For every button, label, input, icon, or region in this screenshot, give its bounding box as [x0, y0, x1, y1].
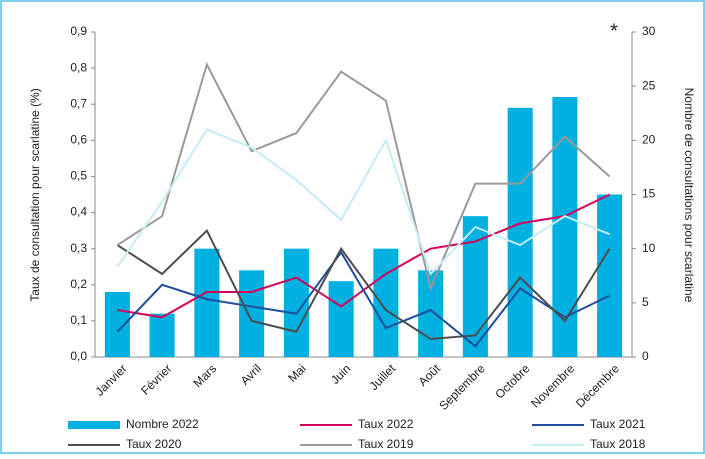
x-tick-label: Avril [238, 361, 264, 387]
y2-tick-label: 25 [642, 78, 656, 92]
y-tick-label: 0,8 [70, 60, 87, 74]
x-tick-label: Septembre [436, 361, 488, 413]
legend-label: Taux 2021 [590, 417, 646, 431]
line [116, 61, 611, 292]
bar [104, 292, 130, 357]
line [116, 228, 611, 340]
legend-label: Taux 2018 [590, 437, 646, 451]
y-tick-label: 0,4 [70, 205, 87, 219]
y-tick-label: 0,9 [70, 24, 87, 38]
y-tick-label: 0,3 [70, 241, 87, 255]
y-tick-label: 0,5 [70, 169, 87, 183]
legend-label: Taux 2020 [126, 437, 182, 451]
x-tick-label: Juin [328, 361, 353, 386]
y-tick-label: 0,0 [70, 349, 87, 363]
y2-tick-label: 30 [642, 24, 656, 38]
bar [507, 107, 533, 357]
bar [194, 248, 220, 357]
x-tick-label: Novembre [528, 361, 577, 410]
bar [597, 194, 623, 357]
y2-tick-label: 5 [642, 295, 649, 309]
x-tick-label: Février [138, 361, 174, 397]
bar [239, 270, 265, 357]
y2-tick-label: 20 [642, 133, 656, 147]
line [116, 250, 611, 348]
y-tick-label: 0,2 [70, 277, 87, 291]
y-axis-title: Taux de consultation pour scarlatine (%) [28, 88, 42, 301]
x-tick-label: Mai [285, 361, 309, 385]
legend-swatch [68, 421, 120, 429]
bar [149, 313, 175, 357]
bar [328, 281, 354, 357]
annotation: * [610, 20, 618, 42]
y-tick-label: 0,6 [70, 133, 87, 147]
x-tick-label: Décembre [573, 361, 622, 410]
y2-tick-label: 0 [642, 349, 649, 363]
y2-axis-title: Nombre de consultations pour scarlatine [682, 88, 696, 303]
x-tick-label: Mars [190, 361, 219, 390]
x-tick-label: Juillet [367, 361, 399, 393]
bar [462, 216, 488, 357]
y2-tick-label: 10 [642, 241, 656, 255]
x-tick-label: Janvier [92, 361, 129, 398]
y2-tick-label: 15 [642, 187, 656, 201]
x-tick-label: Octobre [492, 361, 532, 401]
bar [373, 248, 399, 357]
legend-label: Nombre 2022 [126, 417, 199, 431]
legend-label: Taux 2019 [358, 437, 414, 451]
y-tick-label: 0,1 [70, 313, 87, 327]
line [116, 128, 610, 276]
legend-label: Taux 2022 [358, 417, 414, 431]
y-tick-label: 0,7 [70, 96, 87, 110]
x-tick-label: Août [416, 361, 444, 389]
